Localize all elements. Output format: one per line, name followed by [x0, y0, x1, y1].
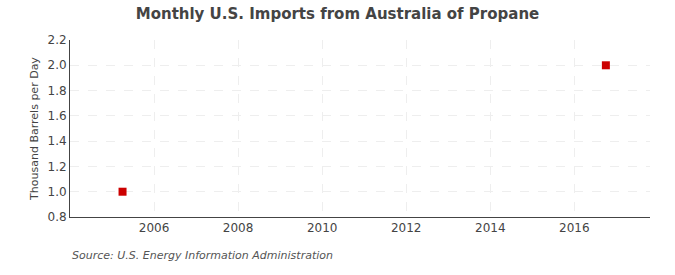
svg-text:1.0: 1.0: [48, 185, 67, 199]
svg-text:1.4: 1.4: [48, 134, 67, 148]
svg-text:1.2: 1.2: [48, 160, 67, 174]
svg-text:2006: 2006: [139, 221, 170, 235]
svg-text:2014: 2014: [475, 221, 506, 235]
svg-text:Thousand Barrels per Day: Thousand Barrels per Day: [28, 57, 41, 201]
svg-text:2016: 2016: [559, 221, 590, 235]
svg-text:0.8: 0.8: [48, 210, 67, 224]
svg-text:2008: 2008: [223, 221, 254, 235]
svg-text:1.8: 1.8: [48, 84, 67, 98]
svg-text:1.6: 1.6: [48, 109, 67, 123]
svg-text:2012: 2012: [391, 221, 422, 235]
svg-text:Source: U.S. Energy Informatio: Source: U.S. Energy Information Administ…: [72, 249, 333, 262]
svg-text:2.2: 2.2: [48, 33, 67, 47]
svg-text:2010: 2010: [307, 221, 338, 235]
svg-text:2.0: 2.0: [48, 58, 67, 72]
svg-text:Monthly U.S. Imports from Aust: Monthly U.S. Imports from Australia of P…: [136, 5, 540, 23]
